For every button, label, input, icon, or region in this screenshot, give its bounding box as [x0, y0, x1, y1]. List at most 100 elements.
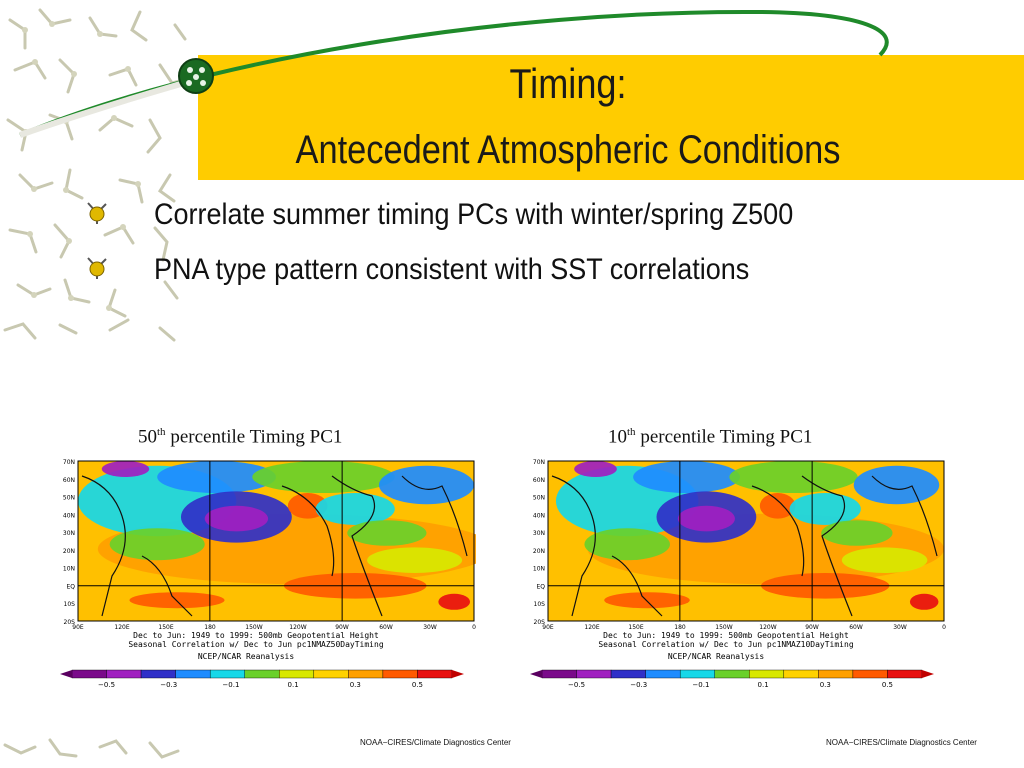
correlation-region — [633, 461, 741, 493]
map-caption-right: 10th percentile Timing PC1 — [608, 426, 812, 448]
correlation-region — [378, 465, 475, 505]
caption-number: 50 — [138, 426, 157, 448]
colorbar-tick-label: 0.5 — [882, 681, 893, 689]
lat-tick-label: 10N — [533, 566, 545, 573]
lon-tick-label: 90E — [542, 624, 554, 631]
colorbar-swatch — [679, 669, 715, 679]
caption-text: percentile Timing PC1 — [170, 426, 343, 448]
colorbar-swatch — [645, 669, 681, 679]
coastline — [81, 475, 126, 617]
correlation-region — [109, 528, 205, 561]
colorbar-tick-label: −0.5 — [568, 681, 585, 689]
lat-tick-label: 10S — [534, 601, 546, 608]
lat-tick-label: EQ — [66, 583, 75, 590]
map-source-line: NCEP/NCAR Reanalysis — [668, 652, 765, 661]
colorbar-swatch — [749, 669, 785, 679]
colorbar-tick-label: −0.1 — [222, 681, 239, 689]
colorbar-arrow-left — [530, 670, 542, 678]
lat-tick-label: 50N — [533, 495, 545, 502]
map-footer-credit: NOAA−CIRES/Climate Diagnostics Center — [360, 738, 511, 747]
lon-tick-label: 150W — [715, 624, 732, 631]
colorbar-tick-label: 0.1 — [758, 681, 769, 689]
lat-tick-label: 30N — [533, 530, 545, 537]
slide-subtitle: Antecedent Atmospheric Conditions — [295, 128, 841, 172]
lat-tick-label: 70N — [63, 459, 75, 466]
lat-tick-label: 10S — [64, 601, 76, 608]
correlation-region — [841, 547, 928, 573]
lat-tick-label: 20N — [63, 548, 75, 555]
lat-tick-label: 20S — [64, 619, 76, 626]
colorbar-tick-label: 0.3 — [820, 681, 831, 689]
map-subtitle-line: Seasonal Correlation w/ Dec to Jun pc1NM… — [128, 640, 383, 649]
molecule-bullet-icon — [87, 257, 107, 279]
correlation-region — [252, 461, 395, 493]
colorbar-swatch — [209, 669, 245, 679]
coastline — [281, 485, 335, 577]
coastline — [401, 475, 468, 557]
colorbar-swatch — [313, 669, 349, 679]
correlation-region — [101, 461, 150, 477]
molecule-bullet-icon — [87, 202, 107, 224]
colorbar-tick-label: −0.3 — [630, 681, 647, 689]
correlation-region — [157, 461, 276, 493]
lat-tick-label: 20N — [533, 548, 545, 555]
molecule-pattern-decoration — [3, 8, 190, 342]
lat-tick-label: 50N — [63, 495, 75, 502]
colorbar-swatch — [887, 669, 923, 679]
lat-tick-label: 60N — [63, 477, 75, 484]
colorbar-tick-label: −0.3 — [160, 681, 177, 689]
coastline — [751, 485, 805, 577]
lon-tick-label: 30W — [893, 624, 907, 631]
correlation-region — [204, 505, 269, 532]
colorbar-tick-label: 0.1 — [288, 681, 299, 689]
map-subtitle-line: Seasonal Correlation w/ Dec to Jun pc1NM… — [598, 640, 853, 649]
lon-tick-label: 150E — [158, 624, 173, 631]
colorbar-swatch — [279, 669, 315, 679]
colorbar-swatch — [106, 669, 142, 679]
colorbar-swatch — [175, 669, 211, 679]
map-subtitle-line: Dec to Jun: 1949 to 1999: 500mb Geopoten… — [603, 631, 849, 640]
correlation-region — [909, 593, 939, 610]
lon-tick-label: 150E — [628, 624, 643, 631]
correlation-region — [438, 593, 471, 610]
correlation-region — [789, 493, 861, 525]
map-source-line: NCEP/NCAR Reanalysis — [198, 652, 295, 661]
swoosh-arc-decoration — [19, 9, 889, 138]
lon-tick-label: 120E — [584, 624, 599, 631]
lat-tick-label: EQ — [536, 583, 545, 590]
coastline — [871, 475, 938, 557]
lon-tick-label: 0 — [942, 624, 946, 631]
lon-tick-label: 90E — [72, 624, 84, 631]
colorbar-swatch — [244, 669, 280, 679]
lon-tick-label: 0 — [472, 624, 476, 631]
colorbar-arrow-right — [922, 670, 934, 678]
colorbar-swatch — [140, 669, 176, 679]
lat-tick-label: 40N — [63, 512, 75, 519]
map-frame — [547, 460, 945, 622]
lon-tick-label: 30W — [423, 624, 437, 631]
lat-tick-label: 30N — [63, 530, 75, 537]
colorbar-tick-label: 0.3 — [350, 681, 361, 689]
bullet-item: PNA type pattern consistent with SST cor… — [84, 253, 984, 287]
correlation-region — [759, 493, 796, 519]
lat-tick-label: 10N — [63, 566, 75, 573]
colorbar-swatch — [348, 669, 384, 679]
lon-tick-label: 120W — [759, 624, 776, 631]
coastline — [141, 555, 193, 617]
colorbar-swatch — [541, 669, 577, 679]
lat-tick-label: 20S — [534, 619, 546, 626]
colorbar-swatch — [382, 669, 418, 679]
bullet-text: PNA type pattern consistent with SST cor… — [154, 253, 750, 286]
map-frame — [77, 460, 475, 622]
coastline — [551, 475, 596, 617]
colorbar-swatch — [818, 669, 854, 679]
lon-tick-label: 120E — [114, 624, 129, 631]
coastline — [611, 555, 663, 617]
colorbar-swatch — [417, 669, 453, 679]
correlation-region — [677, 505, 735, 532]
correlation-region — [315, 493, 395, 525]
map-caption-left: 50th percentile Timing PC1 — [138, 426, 342, 448]
molecule-pattern-decoration-bottom — [3, 738, 180, 759]
lon-tick-label: 60W — [379, 624, 393, 631]
